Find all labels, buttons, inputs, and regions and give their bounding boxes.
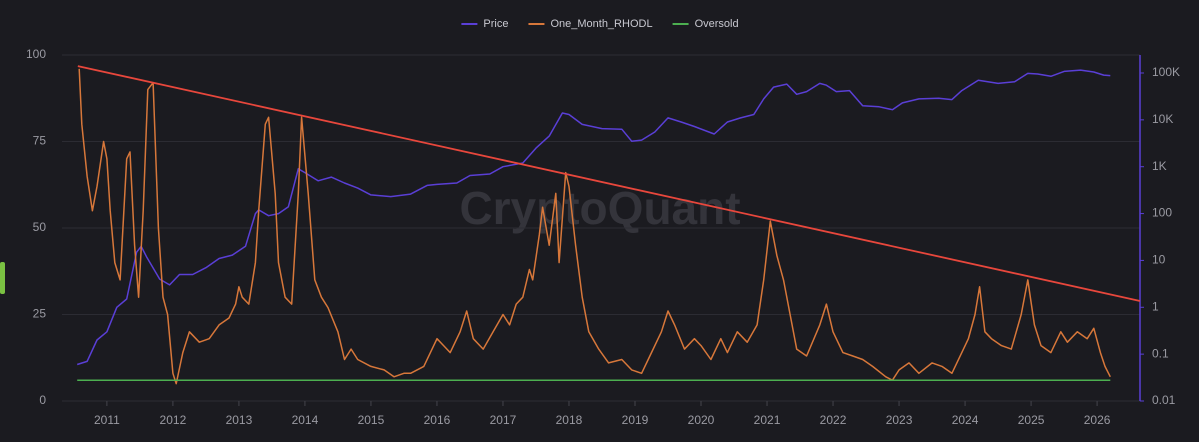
y-tick-label: 25 (33, 307, 47, 321)
x-tick-label: 2021 (754, 413, 781, 427)
series-line (78, 68, 1111, 385)
series-line (76, 69, 1111, 366)
y-tick-label: 100 (26, 47, 46, 61)
y-tick-label: 50 (33, 220, 47, 234)
x-tick-label: 2026 (1084, 413, 1111, 427)
legend-label: One_Month_RHODL (550, 18, 652, 30)
y2-tick-label: 100K (1152, 65, 1180, 79)
y2-tick-label: 0.01 (1152, 393, 1176, 407)
y2-tick-label: 10 (1152, 253, 1166, 267)
x-tick-label: 2013 (226, 413, 253, 427)
x-tick-label: 2011 (94, 413, 120, 427)
x-tick-label: 2015 (358, 413, 385, 427)
y-tick-label: 0 (39, 393, 46, 407)
x-tick-label: 2012 (160, 413, 187, 427)
side-tab[interactable] (0, 262, 5, 294)
x-tick-label: 2025 (1018, 413, 1045, 427)
watermark: CryptoQuant (459, 182, 740, 234)
y2-tick-label: 10K (1152, 112, 1173, 126)
x-tick-label: 2018 (556, 413, 583, 427)
legend-label: Price (483, 18, 508, 30)
y2-tick-label: 1K (1152, 159, 1167, 173)
trend-line (77, 65, 1141, 302)
x-tick-label: 2020 (688, 413, 715, 427)
x-tick-label: 2024 (952, 413, 979, 427)
x-tick-label: 2016 (424, 413, 451, 427)
legend-label: Oversold (695, 18, 739, 30)
x-tick-label: 2022 (820, 413, 847, 427)
x-tick-label: 2014 (292, 413, 319, 427)
x-tick-label: 2023 (886, 413, 913, 427)
y2-tick-label: 100 (1152, 206, 1172, 220)
x-tick-label: 2019 (622, 413, 649, 427)
x-tick-label: 2017 (490, 413, 517, 427)
y2-tick-label: 0.1 (1152, 346, 1169, 360)
y2-tick-label: 1 (1152, 299, 1159, 313)
y-tick-label: 75 (33, 134, 47, 148)
